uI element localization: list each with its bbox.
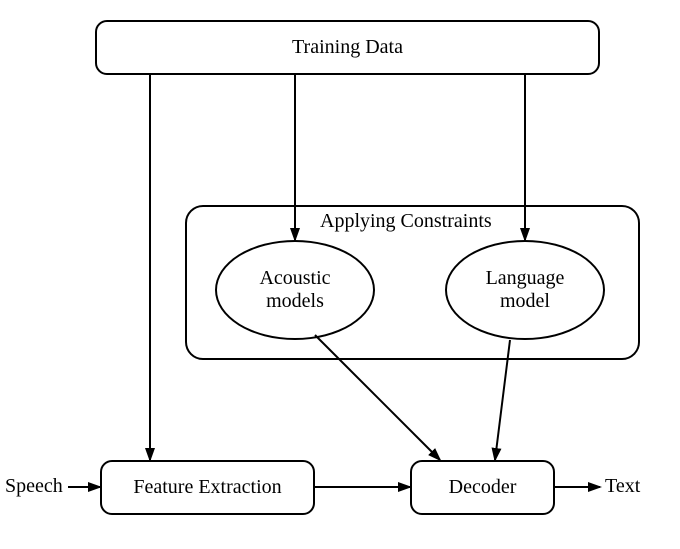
feature-extraction-node: Feature Extraction <box>100 460 315 515</box>
training-data-node: Training Data <box>95 20 600 75</box>
feature-extraction-label: Feature Extraction <box>133 476 281 499</box>
text-label: Text <box>605 475 640 498</box>
acoustic-models-label: Acoustic models <box>259 267 330 313</box>
applying-constraints-label: Applying Constraints <box>320 210 492 233</box>
decoder-node: Decoder <box>410 460 555 515</box>
decoder-label: Decoder <box>449 476 517 499</box>
language-model-label: Language model <box>486 267 565 313</box>
acoustic-models-node: Acoustic models <box>215 240 375 340</box>
speech-label: Speech <box>5 475 63 498</box>
diagram-canvas: Training Data Applying Constraints Acous… <box>0 0 680 549</box>
training-data-label: Training Data <box>292 36 403 59</box>
language-model-node: Language model <box>445 240 605 340</box>
